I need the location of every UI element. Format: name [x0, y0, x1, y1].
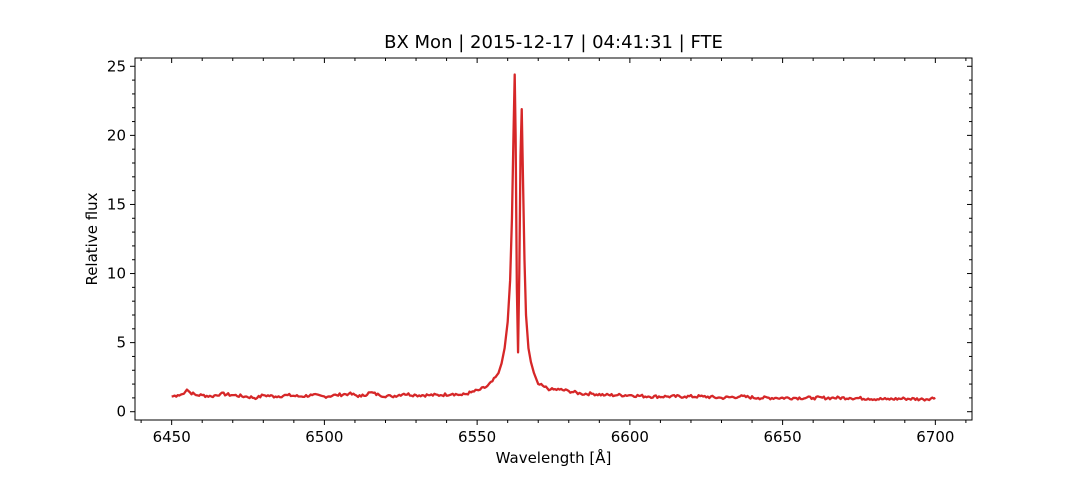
x-axis-label: Wavelength [Å] [496, 448, 612, 467]
spectrum-line [171, 73, 936, 402]
chart-title: BX Mon | 2015-12-17 | 04:41:31 | FTE [384, 32, 723, 53]
x-tick-label: 6700 [916, 428, 954, 446]
plot-background [135, 58, 972, 420]
y-tick-label: 5 [116, 334, 126, 352]
x-tick-label: 6550 [458, 428, 496, 446]
y-tick-label: 20 [107, 126, 126, 144]
x-tick-label: 6600 [611, 428, 649, 446]
x-tick-label: 6500 [305, 428, 343, 446]
x-axis-ticks: 6450 6500 6550 6600 6650 6700 [140, 58, 967, 446]
x-tick-label: 6450 [153, 428, 191, 446]
y-tick-label: 25 [107, 57, 126, 75]
y-tick-label: 10 [107, 265, 126, 283]
x-tick-label: 6650 [764, 428, 802, 446]
y-axis-label: Relative flux [83, 192, 101, 285]
y-tick-label: 0 [116, 403, 126, 421]
y-tick-label: 15 [107, 195, 126, 213]
plot-frame [134, 57, 973, 421]
